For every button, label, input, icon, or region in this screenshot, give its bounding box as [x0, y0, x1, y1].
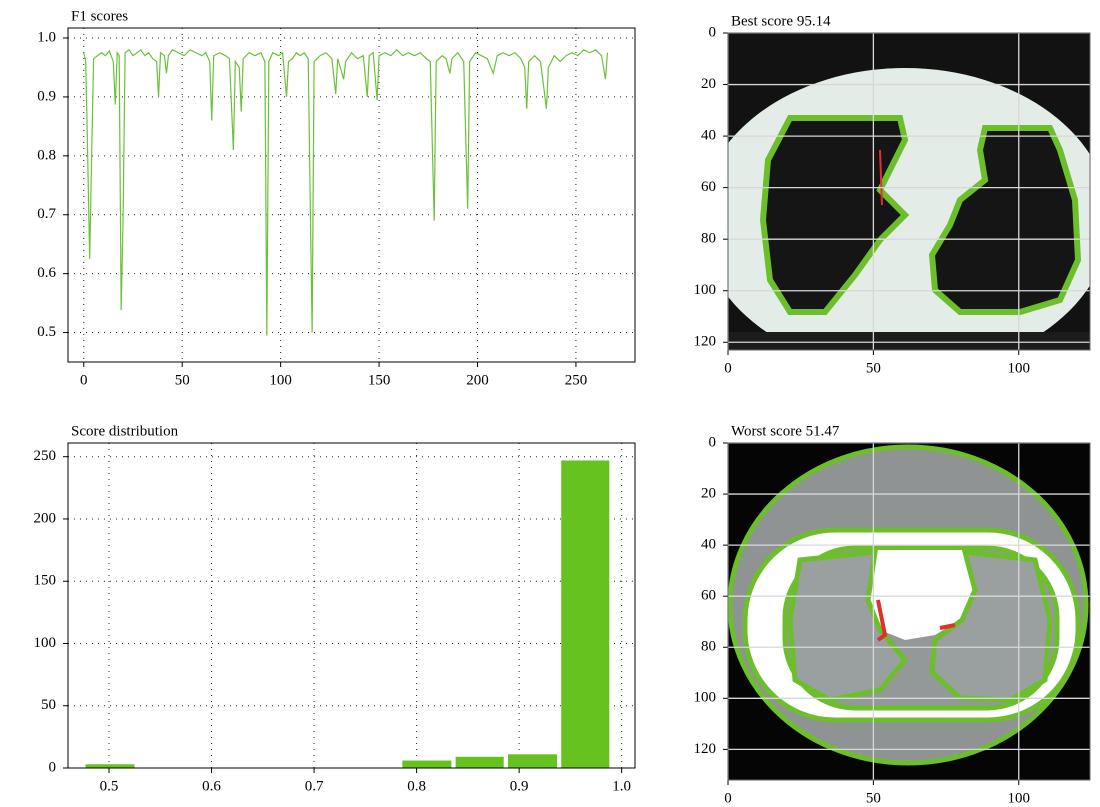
plot-frame: [727, 442, 1091, 781]
y-tick-label: 60: [701, 179, 716, 195]
ct-image-best: [728, 33, 1090, 350]
x-tick-label: 0: [724, 790, 732, 806]
mismatch: [939, 623, 956, 630]
y-tick-label: 40: [701, 537, 716, 553]
y-tick-label: 50: [41, 697, 56, 713]
y-tick-label: 120: [694, 741, 717, 757]
y-tick-label: 200: [34, 510, 57, 526]
mismatch: [876, 599, 888, 642]
x-tick-label: 50: [175, 372, 190, 388]
y-tick-label: 1.0: [37, 29, 56, 45]
hist-bar: [507, 754, 557, 768]
y-tick-label: 120: [694, 334, 717, 350]
y-tick-label: 0.9: [37, 88, 56, 104]
y-tick-label: 60: [701, 588, 716, 604]
y-tick-label: 20: [701, 76, 716, 92]
left-lung: [787, 549, 909, 703]
x-tick-label: 100: [269, 372, 292, 388]
x-tick-label: 50: [866, 790, 881, 806]
y-tick-label: 0.8: [37, 147, 56, 163]
y-tick-label: 150: [34, 573, 57, 589]
x-tick-label: 0.7: [305, 778, 324, 794]
ct-image-worst: [728, 443, 1090, 780]
x-tick-label: 0.8: [407, 778, 426, 794]
chart-title: Worst score 51.47: [731, 423, 840, 439]
x-tick-label: 50: [866, 360, 881, 376]
chart-title: F1 scores: [71, 8, 128, 24]
hist-bar: [561, 460, 610, 768]
x-tick-label: 100: [1008, 790, 1031, 806]
y-tick-label: 0: [49, 759, 57, 775]
y-tick-label: 0.7: [37, 206, 56, 222]
chart-title: Best score 95.14: [731, 13, 831, 29]
y-tick-label: 100: [34, 635, 57, 651]
x-tick-label: 1.0: [612, 778, 631, 794]
f1-line: [83, 48, 609, 336]
y-tick-label: 0: [709, 434, 717, 450]
y-tick-label: 80: [701, 231, 716, 247]
x-tick-label: 0.9: [510, 778, 529, 794]
y-tick-label: 20: [701, 485, 716, 501]
y-tick-label: 80: [701, 639, 716, 655]
y-tick-label: 40: [701, 128, 716, 144]
table: [728, 332, 1090, 350]
y-tick-label: 0: [709, 24, 717, 40]
left-lung: [759, 115, 910, 315]
x-tick-label: 150: [368, 372, 391, 388]
mediastinum: [870, 550, 975, 640]
hist-bar: [85, 764, 135, 768]
x-tick-label: 0.5: [100, 778, 119, 794]
y-tick-label: 100: [694, 282, 717, 298]
plot-frame: [67, 27, 636, 363]
mismatch: [879, 149, 883, 206]
hist-bar: [455, 756, 504, 768]
x-tick-label: 0.6: [202, 778, 221, 794]
hist-bar: [402, 760, 452, 768]
x-tick-label: 200: [466, 372, 489, 388]
y-tick-label: 0.6: [37, 265, 56, 281]
plot-frame: [727, 32, 1091, 351]
y-tick-label: 0.5: [37, 324, 56, 340]
chart-title: Score distribution: [71, 423, 179, 439]
x-tick-label: 100: [1008, 360, 1031, 376]
x-tick-label: 0: [724, 360, 732, 376]
right-lung: [928, 125, 1082, 315]
y-tick-label: 250: [34, 448, 57, 464]
y-tick-label: 100: [694, 690, 717, 706]
plot-frame: [67, 442, 636, 769]
x-tick-label: 0: [80, 372, 88, 388]
x-tick-label: 250: [565, 372, 588, 388]
